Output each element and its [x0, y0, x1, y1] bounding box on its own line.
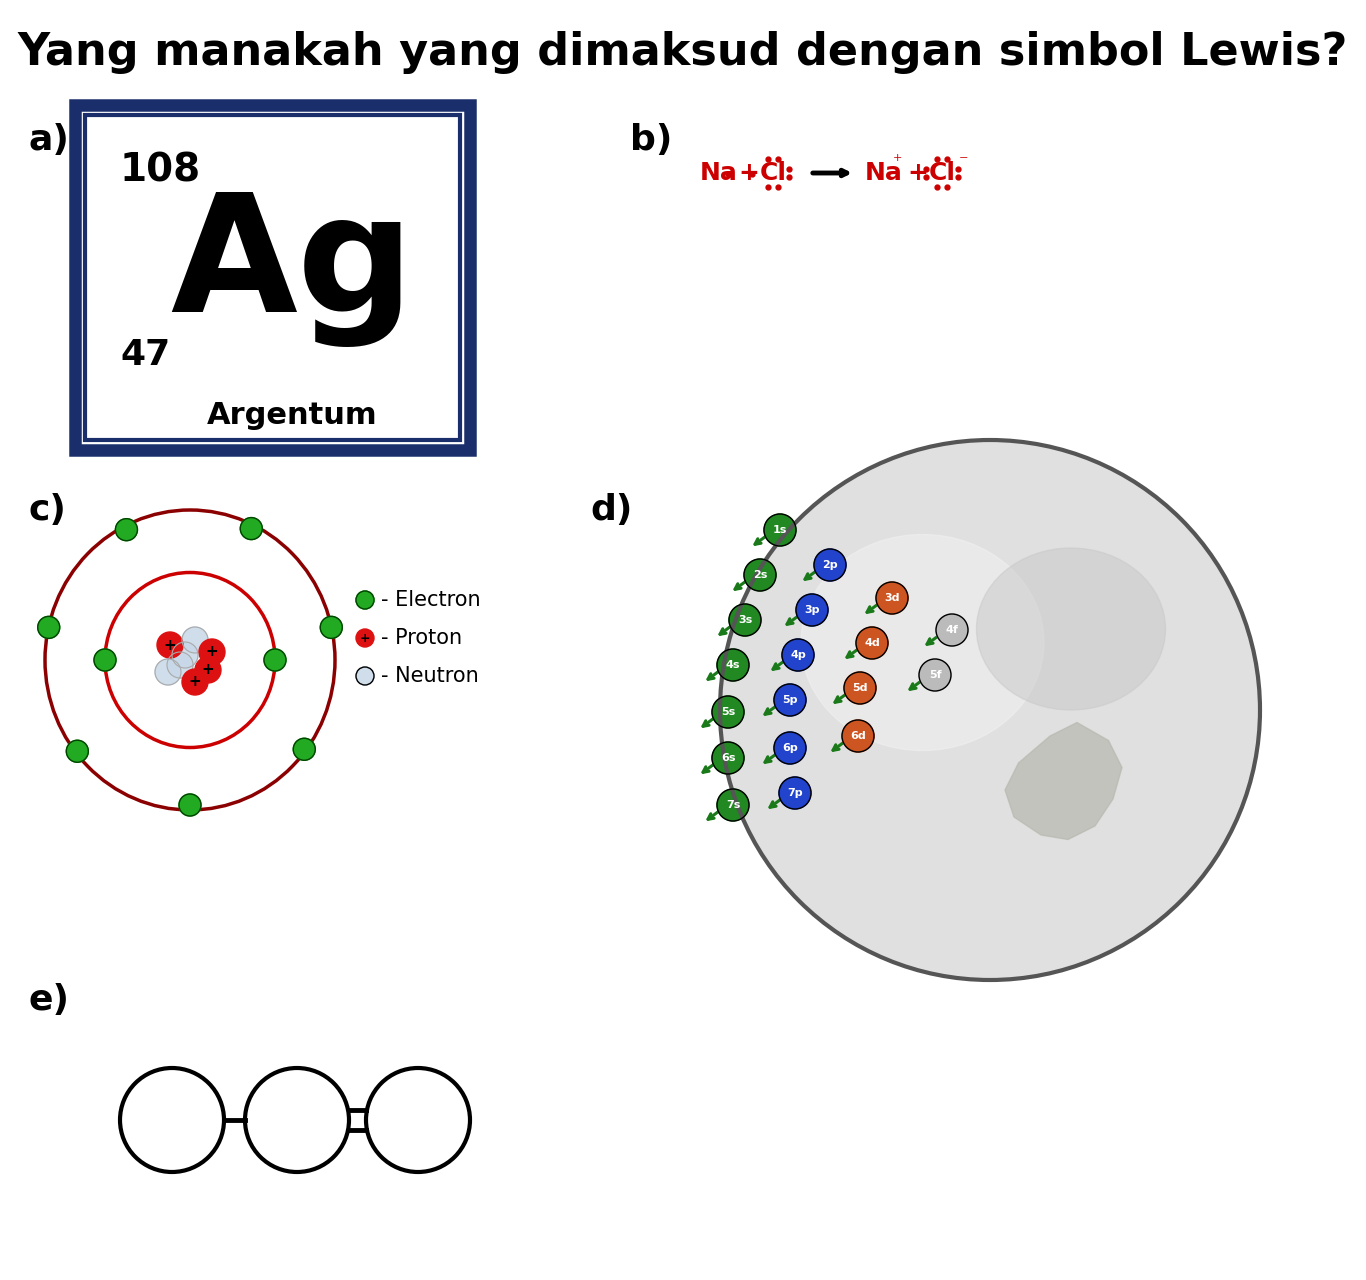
- Circle shape: [856, 627, 888, 659]
- Circle shape: [116, 518, 138, 540]
- Text: 4d: 4d: [865, 637, 880, 648]
- Text: +: +: [359, 631, 370, 645]
- Text: 4p: 4p: [790, 650, 806, 660]
- Circle shape: [240, 517, 262, 540]
- Text: - Neutron: - Neutron: [381, 666, 478, 686]
- Text: 5d: 5d: [852, 684, 867, 692]
- Circle shape: [357, 667, 374, 685]
- Circle shape: [182, 627, 208, 653]
- Circle shape: [764, 515, 796, 547]
- Text: Cl: Cl: [759, 161, 787, 186]
- Ellipse shape: [977, 548, 1165, 710]
- Text: +: +: [189, 675, 201, 690]
- Circle shape: [936, 614, 968, 646]
- Text: 5p: 5p: [783, 695, 798, 705]
- Text: +: +: [202, 663, 214, 677]
- Text: Cl: Cl: [929, 161, 956, 186]
- Text: - Proton: - Proton: [381, 628, 462, 648]
- Text: Na: Na: [699, 161, 738, 186]
- Circle shape: [814, 549, 846, 581]
- Circle shape: [712, 742, 744, 774]
- Text: 2p: 2p: [822, 561, 837, 570]
- Circle shape: [167, 652, 193, 678]
- Text: Argentum: Argentum: [206, 401, 377, 430]
- Circle shape: [796, 594, 828, 626]
- Text: - Electron: - Electron: [381, 590, 481, 611]
- Circle shape: [294, 739, 316, 760]
- Text: 3d: 3d: [884, 593, 900, 603]
- Text: Yang manakah yang dimaksud dengan simbol Lewis?: Yang manakah yang dimaksud dengan simbol…: [18, 31, 1348, 73]
- Text: ⁺: ⁺: [893, 154, 903, 172]
- Circle shape: [179, 794, 201, 817]
- Circle shape: [38, 617, 60, 639]
- Text: d): d): [590, 493, 632, 527]
- Circle shape: [781, 639, 814, 671]
- Circle shape: [94, 649, 116, 671]
- Circle shape: [844, 672, 876, 704]
- Text: 6s: 6s: [721, 753, 735, 763]
- Circle shape: [717, 788, 749, 820]
- Circle shape: [172, 643, 198, 668]
- Circle shape: [182, 669, 208, 695]
- Text: 4f: 4f: [945, 625, 959, 635]
- FancyBboxPatch shape: [75, 105, 470, 451]
- Text: 5s: 5s: [721, 707, 735, 717]
- Circle shape: [357, 628, 374, 646]
- Text: b): b): [630, 123, 672, 157]
- Circle shape: [154, 659, 182, 685]
- Text: 6d: 6d: [850, 731, 866, 741]
- Text: 2s: 2s: [753, 570, 768, 580]
- Circle shape: [919, 659, 951, 691]
- Circle shape: [157, 632, 183, 658]
- Circle shape: [199, 639, 225, 666]
- Text: 3p: 3p: [805, 605, 820, 614]
- Text: 6p: 6p: [783, 742, 798, 753]
- Circle shape: [841, 719, 874, 751]
- Text: Ag: Ag: [171, 188, 414, 347]
- Circle shape: [195, 657, 221, 684]
- Text: c): c): [27, 493, 66, 527]
- Circle shape: [779, 777, 811, 809]
- Text: ⁻: ⁻: [959, 154, 968, 172]
- Text: a): a): [27, 123, 68, 157]
- Text: +: +: [164, 637, 176, 653]
- Text: e): e): [27, 983, 70, 1018]
- FancyBboxPatch shape: [85, 115, 460, 440]
- Text: +: +: [206, 645, 219, 659]
- Circle shape: [744, 559, 776, 591]
- Text: 4s: 4s: [725, 660, 740, 669]
- Text: 7p: 7p: [787, 788, 803, 797]
- Circle shape: [320, 617, 343, 639]
- Circle shape: [775, 732, 806, 764]
- Text: 1s: 1s: [773, 525, 787, 535]
- Text: Na: Na: [865, 161, 903, 186]
- Circle shape: [264, 649, 285, 671]
- Text: 47: 47: [120, 338, 171, 372]
- Text: 3s: 3s: [738, 614, 753, 625]
- Text: +: +: [738, 161, 759, 186]
- Ellipse shape: [800, 535, 1044, 750]
- Text: +: +: [907, 161, 928, 186]
- Text: 5f: 5f: [929, 669, 941, 680]
- Circle shape: [357, 591, 374, 609]
- Polygon shape: [1005, 722, 1121, 840]
- Circle shape: [720, 440, 1259, 980]
- Text: 108: 108: [120, 151, 201, 189]
- Circle shape: [717, 649, 749, 681]
- Circle shape: [712, 696, 744, 728]
- Circle shape: [876, 582, 908, 614]
- Circle shape: [775, 684, 806, 716]
- Circle shape: [67, 740, 89, 763]
- Circle shape: [729, 604, 761, 636]
- Text: 7s: 7s: [725, 800, 740, 810]
